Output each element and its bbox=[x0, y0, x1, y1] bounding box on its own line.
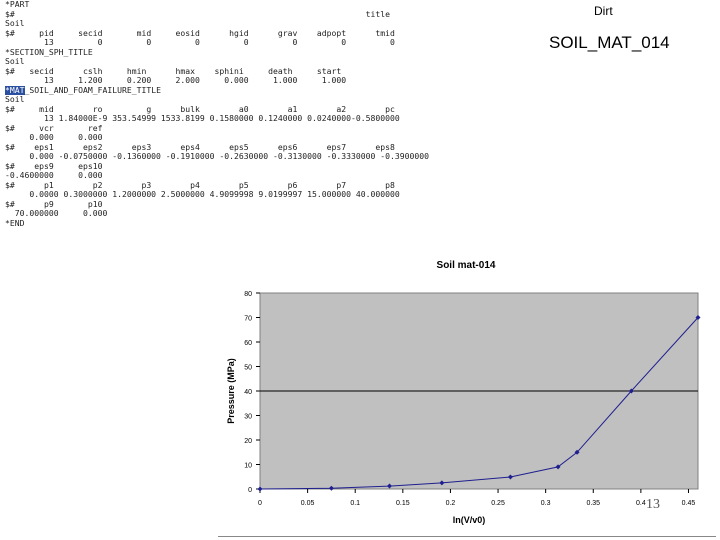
keyword-line: *SECTION_SPH_TITLE bbox=[5, 47, 93, 57]
page-number: 13 bbox=[646, 497, 660, 512]
keyword-line: $# pid secid mid eosid hgid grav adpopt … bbox=[5, 28, 395, 38]
x-tick-label: 0.25 bbox=[491, 500, 505, 507]
keyword-line: 0.000 -0.0750000 -0.1360000 -0.1910000 -… bbox=[5, 152, 429, 161]
slide-label: Dirt bbox=[594, 4, 613, 18]
x-tick-label: 0.05 bbox=[301, 500, 315, 507]
keyword-line: Soil bbox=[5, 19, 25, 28]
keyword-line: *PART bbox=[5, 0, 30, 9]
keyword-line: -0.4600000 0.000 bbox=[5, 171, 103, 180]
y-axis-ticks: 0 10 20 30 40 50 60 70 80 bbox=[244, 291, 260, 494]
data-point bbox=[628, 388, 634, 394]
x-tick-label: 0.3 bbox=[541, 500, 551, 507]
keyword-line: $# mid ro g bulk a0 a1 a2 pc bbox=[5, 104, 395, 114]
keyword-file-text: *PART $# title Soil $# pid secid mid eosid … bbox=[5, 0, 433, 228]
material-id-title: SOIL_MAT_014 bbox=[549, 33, 670, 52]
x-tick-label: 0.15 bbox=[396, 500, 410, 507]
keyword-line: $# p9 p10 bbox=[5, 199, 103, 209]
y-tick-label: 20 bbox=[244, 438, 252, 445]
x-tick-label: 0.1 bbox=[350, 500, 360, 507]
series-points bbox=[257, 315, 701, 492]
data-point bbox=[328, 485, 334, 491]
keyword-line: $# secid cslh hmin hmax sphini death sta… bbox=[5, 66, 342, 76]
x-tick-label: 0.35 bbox=[586, 500, 600, 507]
keyword-line: Soil bbox=[5, 95, 25, 104]
data-point bbox=[574, 449, 580, 455]
keyword-line: 13 1.84000E-9 353.54999 1533.8199 0.1580… bbox=[5, 114, 400, 123]
data-point bbox=[386, 483, 392, 489]
x-tick-label: 0 bbox=[258, 500, 262, 507]
x-tick-label: 0.4 bbox=[636, 500, 646, 507]
keyword-line: $# title bbox=[5, 9, 390, 19]
y-tick-label: 50 bbox=[244, 365, 252, 372]
keyword-line: 70.000000 0.000 bbox=[5, 209, 108, 218]
data-point bbox=[555, 464, 561, 470]
selected-keyword[interactable]: *MAT bbox=[5, 85, 25, 95]
keyword-line: $# vcr ref bbox=[5, 123, 103, 133]
data-point bbox=[439, 480, 445, 486]
keyword-line: 13 1.200 0.200 2.000 0.000 1.000 1.000 bbox=[5, 76, 347, 85]
data-point bbox=[257, 486, 263, 492]
data-point bbox=[695, 315, 701, 320]
keyword-rest: _SOIL_AND_FOAM_FAILURE_TITLE bbox=[24, 85, 161, 95]
keyword-line: $# eps9 eps10 bbox=[5, 161, 103, 171]
y-tick-label: 80 bbox=[244, 291, 252, 298]
keyword-line: 13 0 0 0 0 0 0 0 bbox=[5, 38, 395, 47]
y-tick-label: 60 bbox=[244, 340, 252, 347]
keyword-line: *END bbox=[5, 218, 25, 228]
chart-title: Soil mat-014 bbox=[437, 260, 496, 271]
y-tick-label: 30 bbox=[244, 414, 252, 421]
x-axis-ticks: 0 0.05 0.1 0.15 0.2 0.25 0.3 0.35 0.4 0.45 bbox=[258, 489, 695, 507]
y-tick-label: 0 bbox=[248, 487, 252, 494]
keyword-line: 0.0000 0.3000000 1.2000000 2.5000000 4.9… bbox=[5, 190, 400, 199]
keyword-line: $# p1 p2 p3 p4 p5 p6 p7 p8 bbox=[5, 180, 395, 190]
x-tick-label: 0.2 bbox=[446, 500, 456, 507]
y-tick-label: 40 bbox=[244, 389, 252, 396]
keyword-line: Soil bbox=[5, 57, 25, 66]
x-axis-label: ln(V/v0) bbox=[453, 515, 486, 525]
x-tick-label: 0.45 bbox=[682, 500, 696, 507]
footer-divider bbox=[218, 536, 716, 537]
keyword-line: $# eps1 eps2 eps3 eps4 eps5 eps6 eps7 ep… bbox=[5, 142, 395, 152]
keyword-line: 0.000 0.000 bbox=[5, 133, 103, 142]
y-tick-label: 70 bbox=[244, 316, 252, 323]
data-point bbox=[507, 474, 513, 480]
keyword-line: *MAT_SOIL_AND_FOAM_FAILURE_TITLE bbox=[5, 85, 433, 96]
y-tick-label: 10 bbox=[244, 463, 252, 470]
y-axis-label: Pressure (MPa) bbox=[226, 358, 236, 424]
